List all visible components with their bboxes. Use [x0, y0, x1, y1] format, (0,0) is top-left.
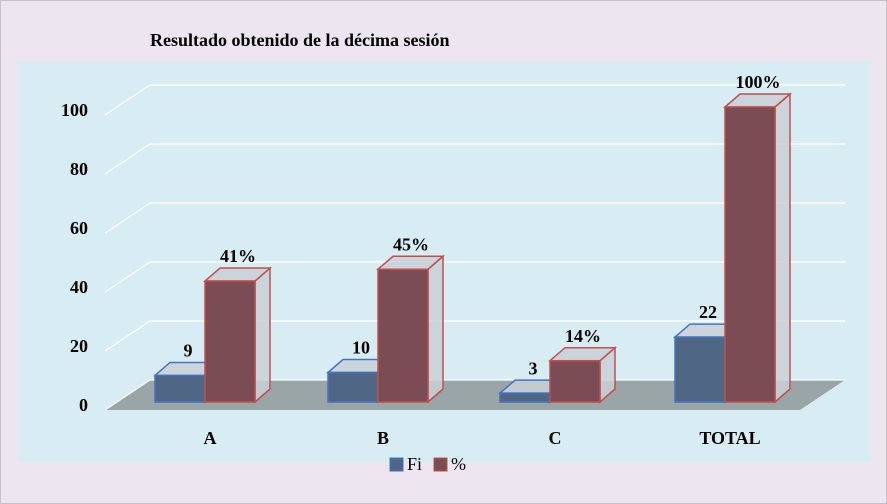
bar-front: [327, 371, 379, 403]
grid-line: [104, 143, 845, 175]
bar-front: [154, 374, 206, 403]
bar-front: [674, 336, 726, 403]
bar-side: [254, 266, 271, 404]
legend-swatch: [389, 457, 404, 472]
bar-front: [724, 106, 776, 403]
bar: [722, 92, 793, 404]
bar-front: [549, 359, 601, 403]
legend-swatch: [433, 457, 448, 472]
bar-front: [377, 268, 429, 403]
grid-line: [104, 84, 845, 116]
legend-label: Fi: [407, 454, 422, 474]
grid-line: [104, 320, 845, 352]
grid-line: [104, 261, 845, 293]
value-label: 14%: [565, 326, 601, 346]
y-tick-label: 20: [70, 336, 88, 356]
bar: [547, 346, 618, 404]
value-label: 22: [699, 302, 717, 322]
value-label: 9: [184, 341, 193, 361]
y-tick-label: 80: [70, 159, 88, 179]
value-label: 3: [529, 358, 538, 378]
value-label: 41%: [220, 246, 256, 266]
bar-side: [774, 92, 791, 404]
grid-line: [104, 202, 845, 234]
x-tick-label: B: [377, 428, 389, 448]
bar: [202, 266, 273, 404]
y-tick-label: 0: [79, 395, 88, 415]
value-label: 45%: [393, 234, 429, 254]
value-label: 100%: [736, 72, 781, 92]
value-label: 10: [352, 338, 370, 358]
bar-front: [499, 392, 551, 403]
y-tick-label: 100: [61, 100, 88, 120]
y-tick-label: 40: [70, 277, 88, 297]
x-tick-label: A: [204, 428, 217, 448]
x-tick-label: TOTAL: [699, 428, 760, 448]
x-tick-label: C: [549, 428, 562, 448]
bar-side: [427, 254, 444, 404]
bar: [375, 254, 446, 404]
chart-title: Resultado obtenido de la décima sesión: [150, 30, 450, 50]
floor: [105, 380, 845, 410]
y-tick-label: 60: [70, 218, 88, 238]
bar-front: [204, 280, 256, 403]
legend-label: %: [451, 454, 466, 474]
